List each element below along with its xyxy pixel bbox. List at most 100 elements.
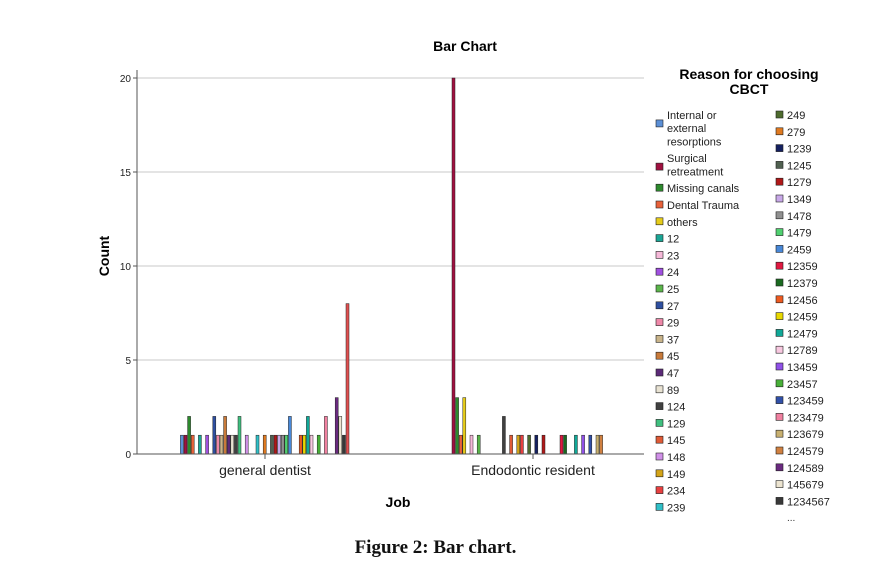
bar (563, 434, 567, 455)
bar (541, 434, 546, 455)
bar (455, 397, 459, 455)
legend-label: 23 (667, 250, 679, 262)
bar (198, 434, 202, 455)
legend-label: 1478 (787, 211, 811, 223)
legend-label: 12 (667, 234, 679, 246)
bar (284, 434, 289, 455)
bar (581, 434, 585, 455)
bar (458, 434, 463, 455)
legend-swatch (775, 429, 784, 438)
bar (190, 434, 195, 455)
legend-swatch (775, 446, 784, 455)
x-axis-ticks: general dentist Endodontic resident (219, 454, 595, 478)
legend-swatch (655, 335, 664, 343)
legend-label: 24 (667, 267, 679, 279)
bar (219, 434, 224, 455)
legend-swatch (655, 435, 664, 444)
legend-swatch (775, 480, 784, 488)
bar (451, 77, 456, 455)
y-tick-label: 15 (120, 168, 132, 179)
legend-label: 29 (667, 318, 679, 330)
legend-label: 25 (667, 284, 679, 296)
legend-label: 129 (667, 418, 685, 430)
legend-label: 124589 (787, 463, 824, 475)
bar (212, 416, 217, 455)
legend-label: 1349 (787, 194, 811, 206)
bar (262, 434, 267, 455)
legend-swatch (655, 385, 664, 394)
legend-label: Dental Trauma (667, 200, 740, 212)
bar (298, 434, 303, 455)
legend-swatch (775, 110, 784, 119)
legend-label: 12459 (787, 312, 818, 324)
legend-label: 1234567 (787, 496, 830, 508)
legend-swatch (775, 228, 784, 236)
legend-swatch (655, 234, 664, 242)
legend: Reason for choosing CBCT Internal or exter… (655, 66, 830, 524)
bar (306, 416, 310, 455)
bar (270, 434, 274, 455)
bar (345, 303, 350, 455)
bar (588, 434, 593, 455)
legend-label: 12379 (787, 278, 818, 290)
legend-label: 145679 (787, 480, 824, 492)
x-tick-label: Endodontic resident (471, 462, 595, 478)
bar (302, 434, 307, 455)
bar (502, 416, 506, 455)
y-axis-label: Count (96, 235, 112, 276)
bar (534, 434, 539, 455)
legend-label: 279 (787, 127, 805, 139)
legend-swatch (655, 183, 664, 192)
legend-swatch (775, 245, 784, 253)
legend-swatch (775, 127, 784, 136)
legend-swatch (655, 419, 664, 427)
legend-label: 23457 (787, 379, 818, 391)
legend-label: 45 (667, 351, 679, 363)
legend-label: 249 (787, 110, 805, 122)
bar (476, 434, 481, 455)
bar (595, 434, 600, 455)
legend-swatch (655, 318, 664, 326)
bar (237, 416, 242, 455)
legend-swatch (655, 119, 664, 128)
legend-swatch (775, 278, 784, 287)
legend-label: 1279 (787, 177, 811, 189)
legend-label: 234 (667, 486, 685, 498)
legend-swatch (655, 452, 664, 461)
bar (180, 434, 184, 455)
y-tick-label: 10 (120, 262, 132, 273)
y-axis-ticks: 0 5 10 15 20 (120, 74, 137, 461)
legend-swatch (775, 329, 784, 337)
legend-label: 145 (667, 435, 685, 447)
bar (324, 416, 328, 455)
legend-swatch (775, 497, 784, 505)
legend-swatch (655, 486, 664, 494)
legend-label: 149 (667, 469, 685, 481)
bar (223, 416, 227, 455)
legend-label: 13459 (787, 362, 818, 374)
x-axis-label: Job (386, 494, 411, 510)
bar (509, 434, 513, 455)
legend-swatch (775, 295, 784, 304)
bar (273, 434, 278, 455)
legend-label: 12456 (787, 295, 818, 307)
legend-swatch (655, 267, 664, 276)
legend-swatch (775, 379, 784, 388)
legend-swatch (655, 162, 664, 171)
legend-swatch (775, 396, 784, 404)
bar (516, 434, 521, 455)
legend-swatch (655, 469, 664, 478)
legend-swatch (655, 402, 664, 410)
bar (342, 434, 346, 455)
bar (255, 434, 260, 455)
chart-title: Bar Chart (433, 38, 497, 54)
bar (187, 416, 191, 455)
legend-swatch (775, 177, 784, 186)
y-tick-label: 5 (125, 356, 131, 367)
bar (216, 434, 220, 455)
legend-swatch (775, 413, 784, 421)
legend-label: 2459 (787, 244, 811, 256)
legend-swatch (775, 161, 784, 169)
figure-caption: Figure 2: Bar chart. (354, 537, 517, 558)
